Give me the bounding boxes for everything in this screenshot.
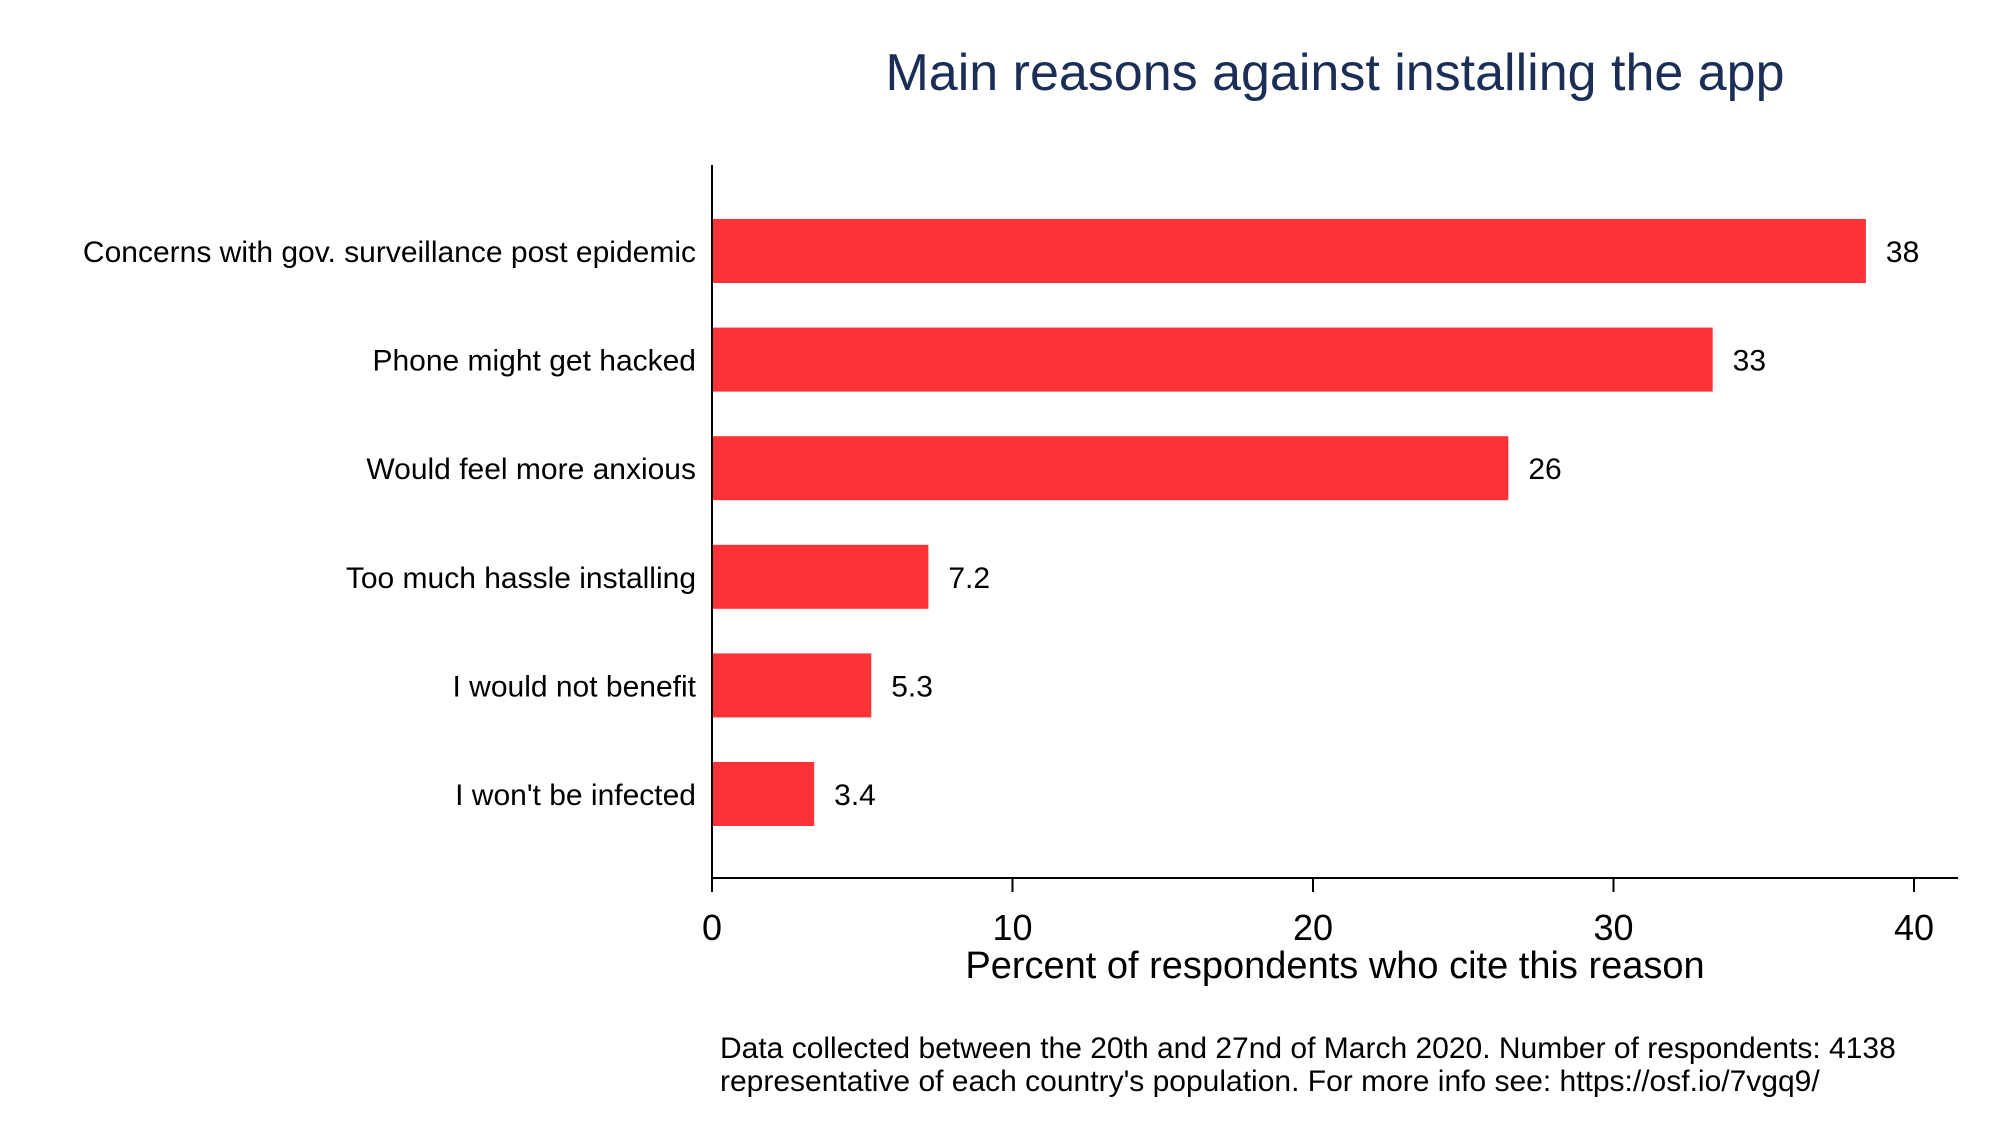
bar-value-label: 5.3 bbox=[891, 670, 933, 703]
x-tick-label: 40 bbox=[1894, 907, 1934, 948]
category-label: I won't be infected bbox=[455, 779, 696, 812]
bar-value-label: 33 bbox=[1733, 345, 1766, 378]
category-label: Too much hassle installing bbox=[346, 562, 696, 595]
bar-value-label: 7.2 bbox=[948, 562, 990, 595]
footnote-line-2: representative of each country's populat… bbox=[720, 1065, 1820, 1098]
bar-value-label: 26 bbox=[1528, 453, 1561, 486]
x-axis-title: Percent of respondents who cite this rea… bbox=[965, 945, 1704, 987]
ticks-layer: 0 10 20 30 40 bbox=[702, 878, 1934, 948]
bar bbox=[712, 762, 815, 826]
x-tick-label: 30 bbox=[1593, 907, 1633, 948]
category-label: Concerns with gov. surveillance post epi… bbox=[83, 236, 696, 269]
bar bbox=[712, 653, 872, 718]
category-label: Phone might get hacked bbox=[372, 345, 696, 378]
axes-layer bbox=[711, 165, 1958, 879]
bar-value-label: 38 bbox=[1886, 236, 1919, 269]
x-tick-label: 10 bbox=[992, 907, 1032, 948]
bars-layer: Concerns with gov. surveillance post epi… bbox=[83, 219, 1919, 826]
x-tick-label: 20 bbox=[1293, 907, 1333, 948]
category-label: Would feel more anxious bbox=[366, 453, 696, 486]
category-label: I would not benefit bbox=[452, 670, 696, 703]
bar bbox=[712, 436, 1509, 501]
bar bbox=[712, 544, 929, 609]
footnote-line-1: Data collected between the 20th and 27nd… bbox=[720, 1032, 1896, 1065]
bar bbox=[712, 327, 1713, 392]
chart-title: Main reasons against installing the app bbox=[885, 44, 1784, 102]
bar bbox=[712, 219, 1866, 283]
bar-value-label: 3.4 bbox=[834, 779, 876, 812]
x-tick-label: 0 bbox=[702, 907, 722, 948]
